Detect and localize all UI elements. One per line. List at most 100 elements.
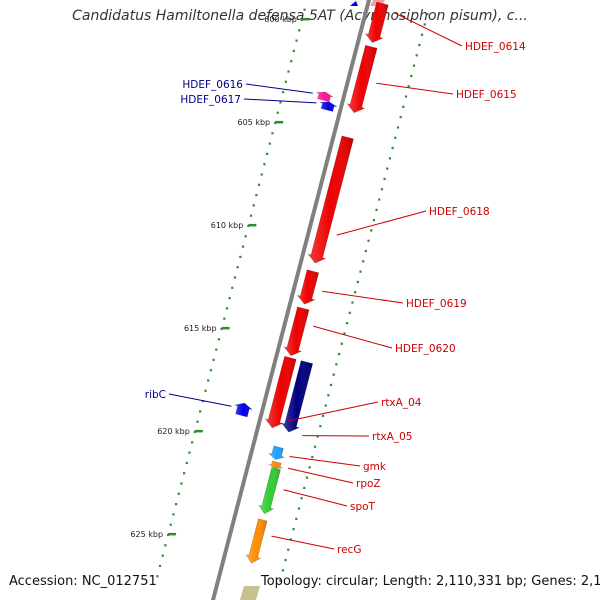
- feature-layer[interactable]: [234, 0, 389, 600]
- guide-dot: [332, 373, 335, 376]
- gene-label-hdef-0614[interactable]: HDEF_0614: [465, 41, 526, 53]
- gene-gmk[interactable]: [268, 445, 286, 460]
- gene-hdef-0619[interactable]: [296, 269, 320, 305]
- guide-dot: [177, 492, 180, 495]
- guide-dot: [300, 18, 303, 22]
- guide-dot: [364, 249, 367, 253]
- guide-dot: [282, 91, 285, 94]
- dotted-guides: [156, 8, 429, 582]
- gene-label-hdef-0620[interactable]: HDEF_0620: [395, 343, 456, 355]
- guide-dot: [284, 80, 287, 83]
- scale-tick-label: 605 kbp: [238, 118, 271, 127]
- guide-dot: [265, 152, 269, 156]
- gene-label-hdef-0616[interactable]: HDEF_0616: [182, 79, 243, 91]
- guide-dot: [255, 194, 258, 197]
- guide-dot: [274, 121, 277, 125]
- gene-hdef-0618[interactable]: [307, 135, 354, 264]
- gene-rtxa-04[interactable]: [264, 355, 297, 429]
- guide-dot: [292, 49, 295, 53]
- guide-dot: [239, 255, 242, 259]
- gene-label-hdef-0619[interactable]: HDEF_0619: [406, 298, 467, 310]
- guide-dot: [191, 441, 194, 444]
- guide-dot: [404, 95, 408, 98]
- gene-hdef-0620[interactable]: [283, 306, 310, 357]
- guide-dot: [193, 430, 196, 434]
- gene-label-rtxa-04-leader: [288, 401, 379, 422]
- guide-dot: [380, 188, 384, 191]
- guide-dot: [284, 558, 287, 562]
- guide-dot: [180, 482, 183, 485]
- guide-dot: [295, 39, 298, 42]
- gene-hdef-0614[interactable]: [364, 1, 389, 43]
- gene-label-spot[interactable]: spoT: [350, 501, 376, 513]
- guide-dot: [164, 544, 167, 547]
- guide-dot: [188, 451, 191, 454]
- gene-label-hdef-0617[interactable]: HDEF_0617: [180, 94, 241, 106]
- guide-dot: [220, 327, 223, 331]
- guide-dot: [386, 167, 389, 170]
- guide-dot: [303, 486, 306, 490]
- guide-dot: [207, 379, 210, 382]
- gene-label-recg[interactable]: recG: [337, 544, 361, 556]
- gene-label-rpoz[interactable]: rpoZ: [356, 478, 381, 490]
- guide-dot: [166, 533, 170, 537]
- guide-dot: [298, 29, 301, 32]
- gene-hdef-0616[interactable]: [315, 91, 334, 103]
- guide-dot: [319, 425, 322, 428]
- scale-tick-label: 615 kbp: [184, 324, 217, 333]
- guide-dot: [271, 132, 274, 135]
- offscreen-feature-bottom: [240, 586, 260, 600]
- gene-recg[interactable]: [245, 518, 268, 564]
- guide-dot: [199, 410, 202, 413]
- gene-label-rtxa-05[interactable]: rtxA_05: [372, 431, 412, 443]
- scale-tick-label: 610 kbp: [211, 221, 244, 230]
- guide-dot: [268, 142, 271, 145]
- gene-hdef-0615[interactable]: [346, 44, 378, 114]
- gene-ribc[interactable]: [234, 402, 253, 418]
- gene-label-gmk-leader: [289, 456, 361, 467]
- guide-dot: [172, 513, 175, 516]
- guide-dot: [340, 342, 343, 345]
- scale-tick-label: 625 kbp: [130, 530, 163, 539]
- offscreen-feature-top-reverse: [350, 1, 358, 6]
- guide-dot: [297, 507, 301, 510]
- gene-label-gmk[interactable]: gmk: [363, 461, 387, 473]
- gene-label-rpoz-leader: [287, 467, 354, 484]
- guide-dot: [410, 74, 413, 78]
- guide-dot: [370, 229, 373, 232]
- gene-spot[interactable]: [258, 466, 281, 515]
- guide-dot: [215, 348, 218, 351]
- gene-label-ribc[interactable]: ribC: [145, 389, 166, 401]
- guide-dot: [223, 317, 226, 320]
- guide-dot: [209, 369, 212, 372]
- guide-dot: [257, 183, 261, 186]
- gene-label-hdef-0614-leader: [394, 12, 463, 47]
- guide-dot: [420, 33, 424, 36]
- gene-ribc-shine: [234, 403, 253, 417]
- gene-label-hdef-0615[interactable]: HDEF_0615: [456, 89, 517, 101]
- gene-rtxa-05[interactable]: [280, 360, 314, 433]
- guide-dot: [185, 461, 188, 465]
- guide-dot: [241, 245, 245, 248]
- guide-dot: [252, 204, 255, 207]
- gene-label-hdef-0619-leader: [322, 290, 404, 304]
- backbone-line: [210, 0, 372, 600]
- guide-dot: [303, 8, 306, 11]
- gene-label-spot-leader: [283, 489, 348, 507]
- guide-dot: [287, 548, 290, 551]
- guide-dot: [260, 173, 263, 176]
- gene-label-hdef-0618[interactable]: HDEF_0618: [429, 206, 490, 218]
- gene-hdef-0617[interactable]: [319, 101, 338, 112]
- guide-dot: [415, 54, 418, 57]
- guide-dot: [244, 235, 247, 238]
- guide-dot: [378, 198, 381, 201]
- tick-layer: 600 kbp 605 kbp 610 kbp 615 kbp 620 kbp 625 k…: [130, 15, 310, 539]
- gene-rtxa-04-shine: [265, 356, 297, 428]
- gene-label-hdef-0616-leader: [245, 83, 313, 94]
- guide-dot: [372, 219, 375, 222]
- gene-hdef-0616-shine: [316, 92, 334, 102]
- gene-rpoz[interactable]: [268, 460, 284, 469]
- guide-dot: [295, 517, 298, 520]
- gene-label-rtxa-04[interactable]: rtxA_04: [381, 397, 422, 409]
